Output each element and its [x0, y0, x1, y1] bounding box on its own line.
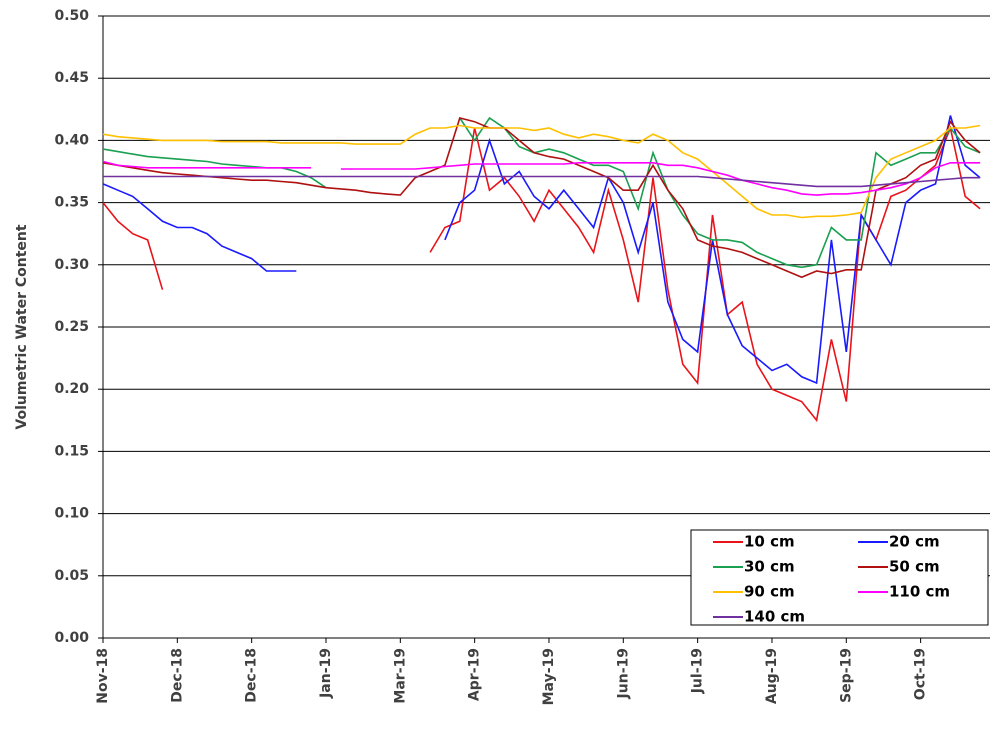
y-tick-label: 0.25	[54, 319, 89, 335]
legend: 10 cm 20 cm 30 cm 50 cm 90 cm 110 cm 140 cm	[690, 529, 989, 626]
legend-label: 10 cm	[744, 533, 795, 551]
x-tick-label: Oct-19	[913, 648, 929, 700]
y-tick-label: 0.50	[54, 8, 89, 24]
x-tick-label: Dec-18	[169, 648, 185, 703]
series-line	[102, 116, 981, 269]
legend-label: 50 cm	[889, 558, 940, 576]
x-tick-label: Mar-19	[392, 648, 408, 704]
series-line	[102, 124, 981, 219]
y-tick-label: 0.45	[54, 70, 89, 86]
x-tick-label: Sep-19	[838, 648, 854, 703]
series-line	[102, 115, 981, 385]
y-tick-label: 0.30	[54, 257, 89, 273]
legend-label: 30 cm	[744, 558, 795, 576]
y-tick-label: 0.00	[54, 630, 89, 646]
x-tick-label: Aug-19	[764, 648, 780, 704]
series-line	[102, 125, 981, 423]
x-tick-label: Jul-19	[690, 648, 706, 694]
x-tick-label: Nov-18	[95, 648, 111, 704]
legend-box	[690, 529, 989, 626]
legend-label: 20 cm	[889, 533, 940, 551]
legend-label: 90 cm	[744, 583, 795, 601]
series-line	[102, 117, 981, 279]
y-tick-label: 0.20	[54, 381, 89, 397]
y-tick-label: 0.05	[54, 568, 89, 584]
series-line	[102, 160, 981, 196]
legend-label: 140 cm	[744, 608, 805, 626]
series-line	[103, 175, 981, 188]
x-tick-label: Apr-19	[467, 648, 483, 701]
x-tick-label: Jan-19	[318, 648, 334, 699]
y-tick-label: 0.15	[54, 443, 89, 459]
y-tick-label: 0.10	[54, 506, 89, 522]
legend-label: 110 cm	[889, 583, 950, 601]
x-tick-label: Jun-19	[615, 648, 631, 699]
y-tick-label: 0.35	[54, 195, 89, 211]
y-tick-label: 0.40	[54, 132, 89, 148]
y-axis-label: Volumetric Water Content	[14, 224, 30, 429]
x-tick-label: Dec-18	[244, 648, 260, 703]
x-tick-label: May-19	[541, 648, 557, 705]
